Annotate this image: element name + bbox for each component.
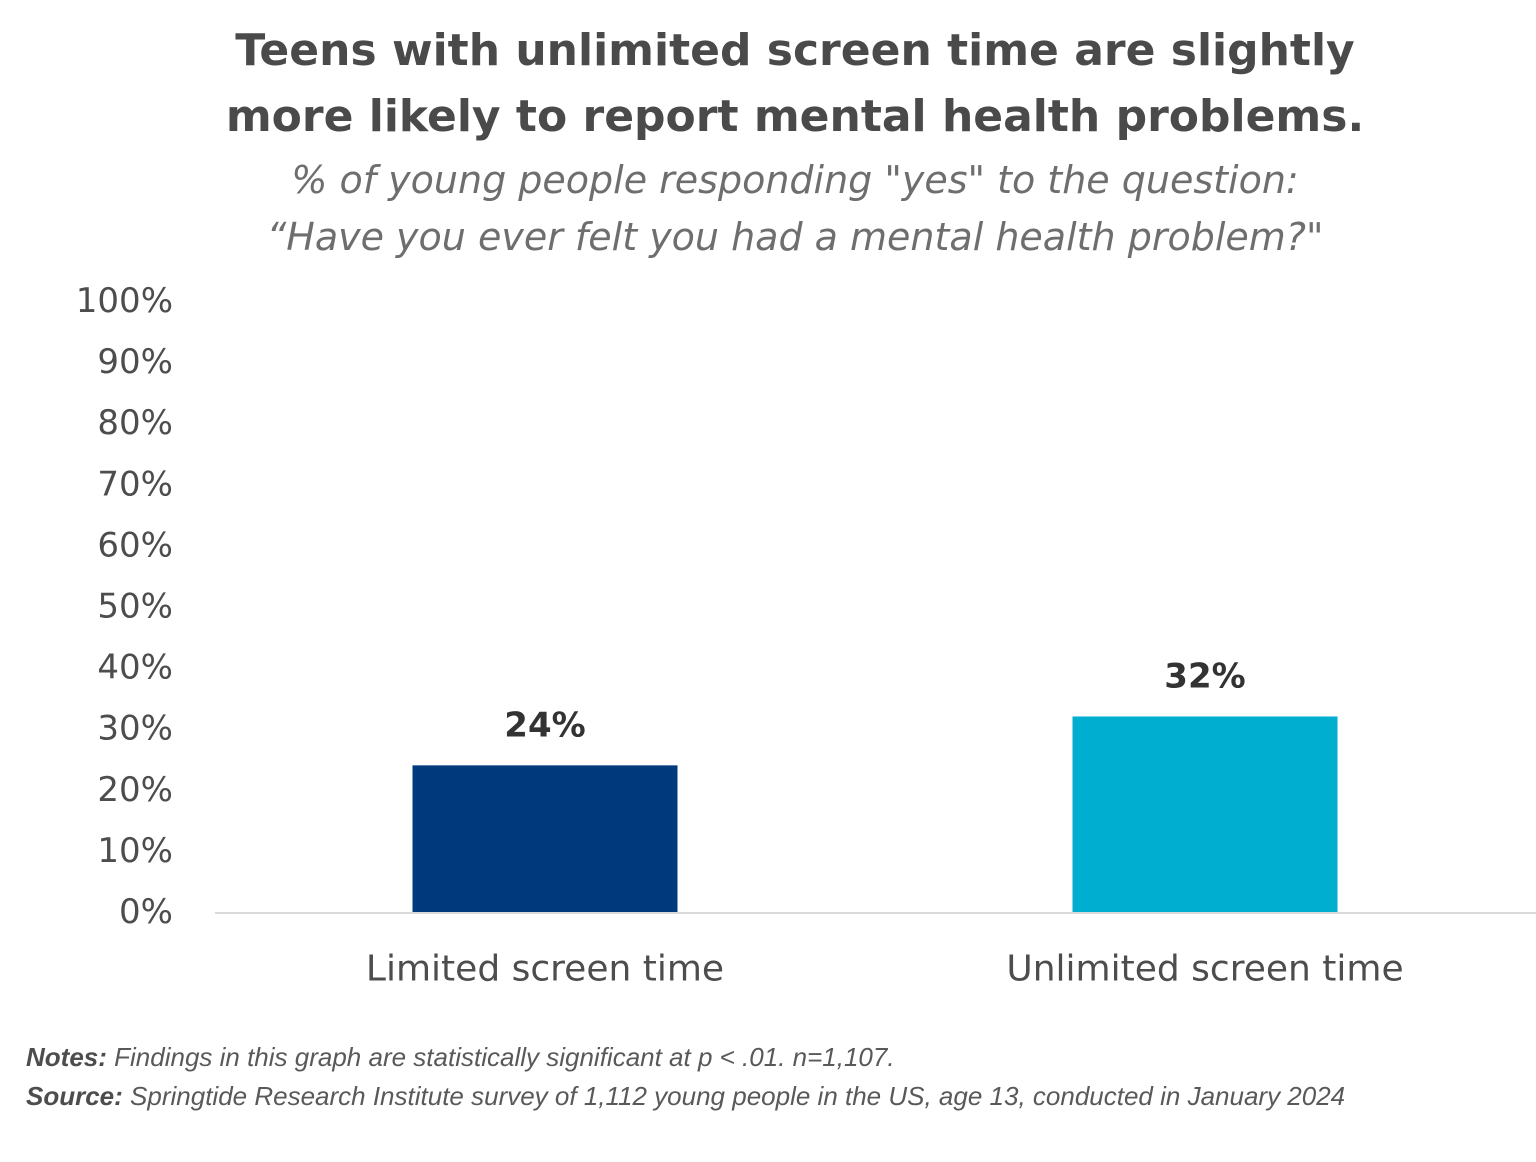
bar-value-label: 32% xyxy=(1164,656,1245,696)
y-tick-label: 20% xyxy=(97,770,173,810)
chart-subtitle-line-1: % of young people responding "yes" to th… xyxy=(291,158,1299,202)
notes-label: Notes: xyxy=(26,1042,107,1072)
y-tick-label: 50% xyxy=(97,587,173,627)
notes-text: Findings in this graph are statistically… xyxy=(106,1042,895,1072)
y-tick-label: 10% xyxy=(97,831,173,871)
data-labels: 24% 32% xyxy=(504,656,1245,745)
x-category-label: Limited screen time xyxy=(366,949,724,990)
chart-title-line-2: more likely to report mental health prob… xyxy=(225,91,1365,142)
bar-value-label: 24% xyxy=(504,705,585,745)
source-text: Springtide Research Institute survey of … xyxy=(122,1081,1346,1111)
bar xyxy=(412,765,678,912)
source-line: Source: Springtide Research Institute su… xyxy=(26,1077,1345,1116)
y-tick-label: 80% xyxy=(97,403,173,443)
x-category-label: Unlimited screen time xyxy=(1006,949,1403,990)
y-tick-label: 0% xyxy=(119,892,173,932)
chart-subtitle-line-2: “Have you ever felt you had a mental hea… xyxy=(266,215,1324,259)
y-axis: 0% 10% 20% 30% 40% 50% 60% 70% 80% 90% 100% xyxy=(76,281,173,932)
y-tick-label: 60% xyxy=(97,525,173,565)
x-axis: Limited screen time Unlimited screen time xyxy=(215,912,1536,990)
source-label: Source: xyxy=(26,1081,123,1111)
notes-line: Notes: Findings in this graph are statis… xyxy=(26,1038,1345,1077)
y-tick-label: 70% xyxy=(97,464,173,504)
y-tick-label: 30% xyxy=(97,709,173,749)
bar xyxy=(1072,716,1338,912)
chart-subtitle: % of young people responding "yes" to th… xyxy=(0,152,1536,266)
y-tick-label: 40% xyxy=(97,648,173,688)
y-tick-label: 100% xyxy=(76,281,173,321)
chart-title-line-1: Teens with unlimited screen time are sli… xyxy=(235,25,1355,76)
footnotes: Notes: Findings in this graph are statis… xyxy=(26,1038,1345,1116)
y-tick-label: 90% xyxy=(97,342,173,382)
bars xyxy=(412,716,1338,912)
chart-title: Teens with unlimited screen time are sli… xyxy=(0,18,1536,150)
